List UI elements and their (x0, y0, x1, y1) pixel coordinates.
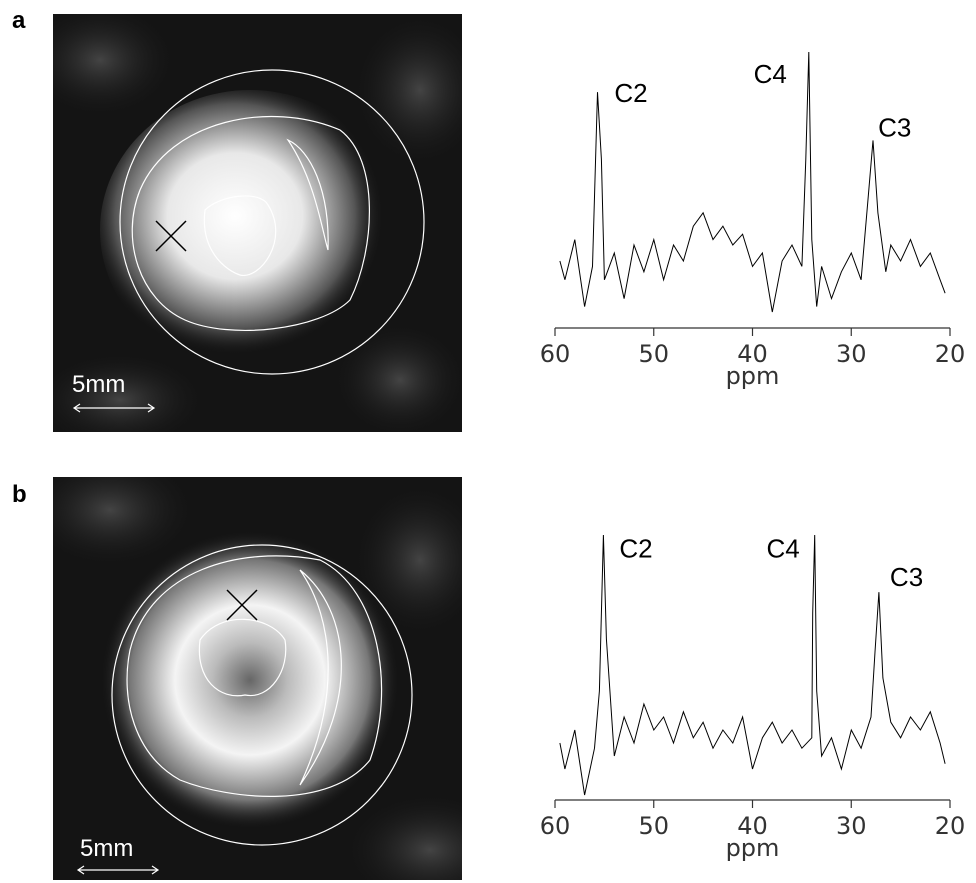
peak-label: C2 (619, 533, 652, 563)
x-tick-label: 20 (935, 340, 966, 368)
spectrum-line (559, 534, 946, 796)
peak-label: C4 (754, 59, 787, 89)
x-tick-label: 40 (737, 812, 768, 840)
peak-label: C3 (890, 562, 923, 592)
peak-label: C2 (614, 78, 647, 108)
image-a: 5mm (53, 14, 462, 432)
x-tick-label: 20 (935, 812, 966, 840)
x-tick-label: 60 (540, 812, 571, 840)
x-axis-label: ppm (726, 834, 780, 862)
x-tick-label: 40 (737, 340, 768, 368)
x-tick-label: 50 (638, 340, 669, 368)
peak-label: C3 (878, 113, 911, 143)
x-tick-label: 30 (836, 340, 867, 368)
peak-label: C4 (766, 533, 799, 563)
spectrum-line (559, 51, 946, 313)
x-axis-label: ppm (726, 362, 780, 390)
panel-label: a (12, 7, 26, 34)
x-tick-label: 30 (836, 812, 867, 840)
scale-label: 5mm (80, 835, 133, 862)
panel-label: b (12, 481, 27, 508)
x-tick-label: 60 (540, 340, 571, 368)
x-tick-label: 50 (638, 812, 669, 840)
scale-label: 5mm (72, 371, 125, 398)
image-b: 5mm (53, 477, 462, 880)
